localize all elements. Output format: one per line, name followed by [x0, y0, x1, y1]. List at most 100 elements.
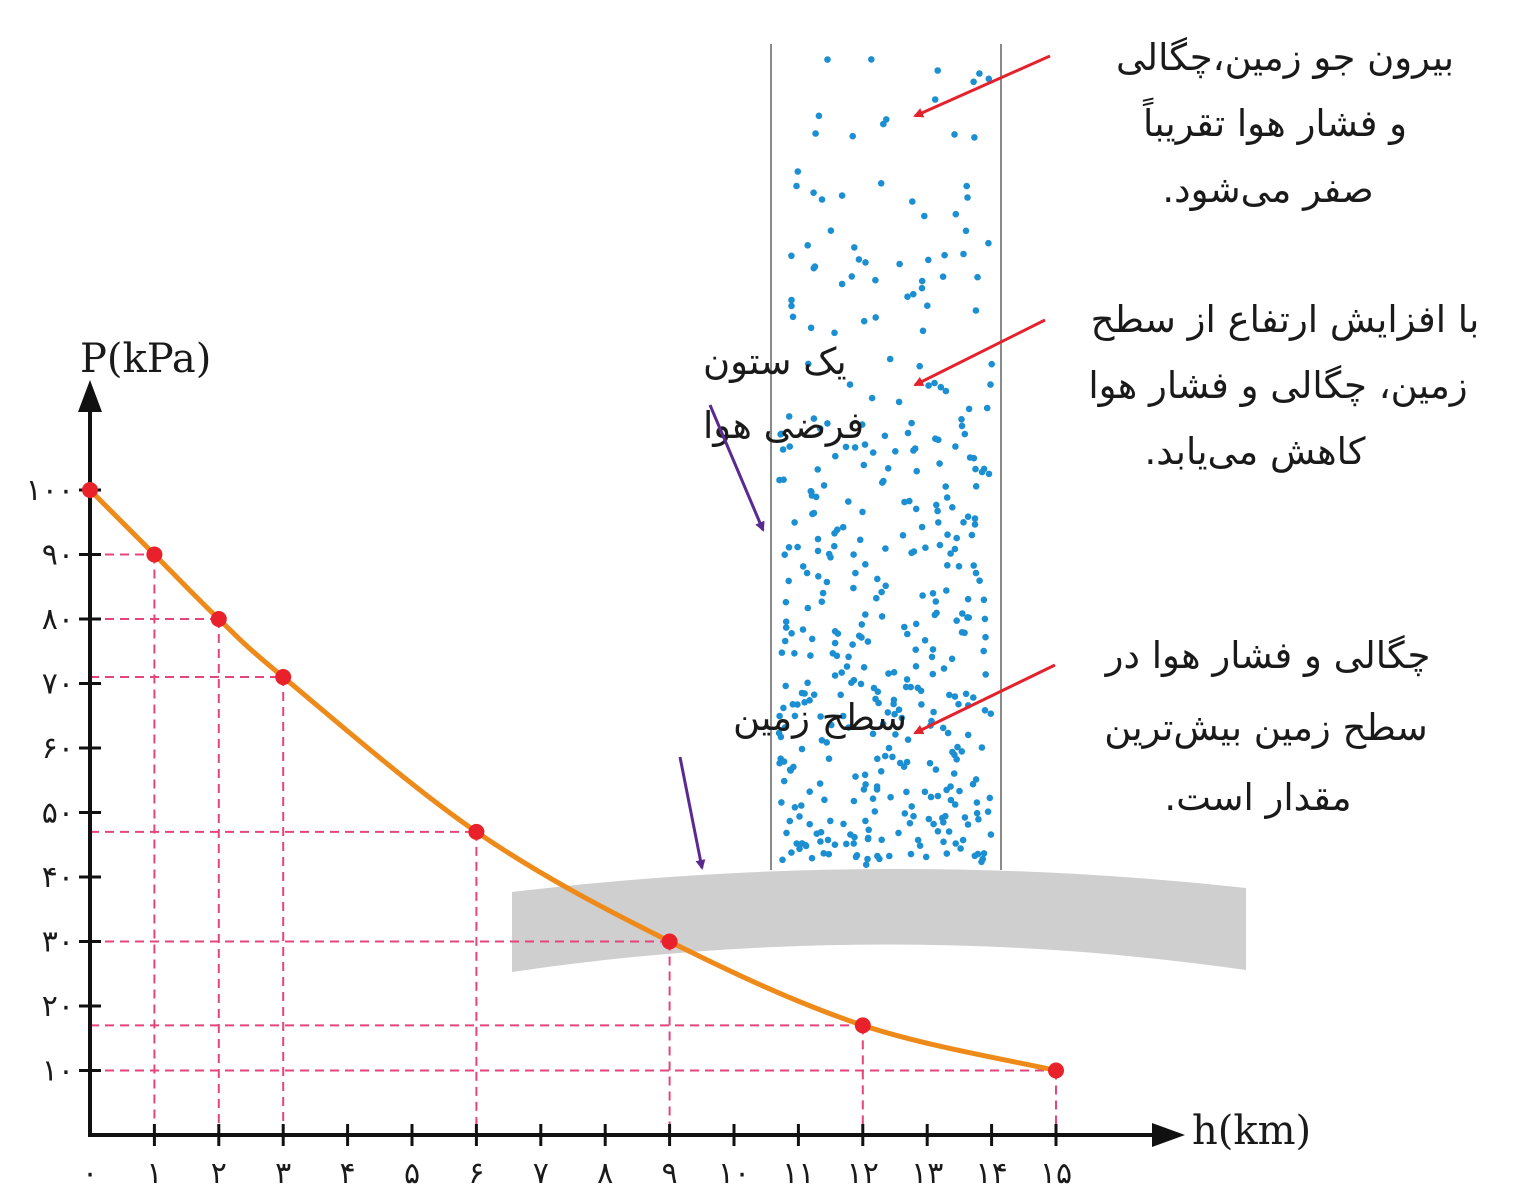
- air-particle: [884, 709, 892, 716]
- air-particle: [852, 569, 859, 577]
- air-particle: [810, 415, 818, 422]
- air-particle: [971, 515, 979, 522]
- air-particle: [971, 134, 978, 141]
- air-particle: [904, 429, 912, 437]
- air-particle: [970, 562, 977, 569]
- air-particle: [908, 549, 915, 557]
- air-particle: [839, 712, 847, 720]
- pointer-arrows: [678, 54, 1056, 870]
- annotation-bottom-line-3: مقدار است.: [1164, 776, 1351, 819]
- air-particle: [805, 360, 812, 368]
- air-particle: [862, 561, 869, 568]
- annotation-middle: با افزایش ارتفاع از سطح زمین، چگالی و فش…: [1088, 298, 1479, 473]
- air-particle: [864, 855, 871, 863]
- air-particle: [869, 795, 877, 802]
- x-tick-label: ۸: [597, 1156, 613, 1188]
- air-particle: [955, 563, 963, 570]
- air-particle: [919, 327, 927, 335]
- air-particle: [778, 649, 786, 656]
- air-particle: [918, 701, 925, 708]
- x-tick-label: ۱۱: [782, 1156, 814, 1188]
- air-particle: [817, 713, 824, 720]
- air-particle: [845, 724, 852, 731]
- x-tick-label: ۵: [404, 1156, 420, 1188]
- air-particle: [869, 449, 877, 456]
- air-particle: [926, 759, 934, 767]
- air-particle: [815, 112, 823, 120]
- x-tick-label: ۲: [211, 1156, 227, 1188]
- air-particle: [810, 691, 818, 698]
- air-particle: [929, 646, 937, 653]
- air-particle: [960, 519, 967, 526]
- air-particle: [965, 405, 973, 413]
- data-point: [468, 823, 485, 840]
- air-particle: [869, 730, 877, 738]
- air-particle: [831, 639, 839, 647]
- air-particle: [931, 379, 938, 387]
- air-particle: [887, 793, 894, 801]
- air-particle: [791, 519, 798, 526]
- data-point: [854, 1017, 871, 1034]
- air-particle: [873, 783, 881, 790]
- air-particle: [848, 273, 856, 280]
- air-particle: [936, 541, 944, 549]
- air-particle: [942, 387, 950, 395]
- air-particle: [960, 250, 967, 258]
- air-particle: [927, 793, 935, 801]
- air-particle: [850, 797, 858, 805]
- air-particle: [981, 615, 989, 623]
- data-point: [661, 933, 678, 950]
- air-particle: [831, 542, 838, 550]
- air-particle: [972, 465, 979, 473]
- air-particle: [901, 810, 909, 817]
- air-particle: [913, 467, 920, 475]
- air-particle: [975, 816, 982, 823]
- air-particle: [859, 508, 866, 516]
- air-particle: [806, 788, 813, 795]
- air-particle: [780, 758, 788, 765]
- annotation-middle-line-2: زمین، چگالی و فشار هوا: [1088, 364, 1467, 407]
- x-tick-label: ۱۰: [718, 1156, 750, 1188]
- air-particle: [788, 849, 795, 856]
- air-particle: [942, 483, 949, 490]
- air-particle: [908, 803, 915, 810]
- air-particle: [804, 679, 811, 687]
- air-particle: [970, 78, 977, 86]
- air-particle: [802, 842, 810, 850]
- air-particle: [904, 293, 911, 301]
- air-particle: [976, 577, 983, 584]
- air-particle: [848, 679, 855, 686]
- air-particle: [985, 239, 992, 247]
- y-tick-label: ۶۰: [42, 731, 74, 766]
- air-particle: [916, 362, 923, 370]
- air-particle: [956, 787, 963, 795]
- air-particle: [947, 783, 954, 790]
- air-particle: [933, 501, 940, 509]
- air-particle: [930, 708, 937, 716]
- air-particle: [906, 819, 914, 827]
- air-particle: [857, 680, 865, 688]
- air-particle: [851, 244, 858, 251]
- air-particle: [791, 712, 799, 720]
- air-particle: [827, 227, 835, 234]
- air-particle: [820, 482, 828, 489]
- air-particle: [909, 198, 916, 205]
- air-particle: [882, 545, 889, 552]
- air-particle: [910, 812, 917, 820]
- air-particle: [860, 461, 868, 469]
- air-particle: [955, 700, 962, 708]
- air-particle: [934, 67, 941, 74]
- air-particle: [973, 809, 981, 817]
- air-particle: [952, 443, 959, 450]
- air-particle: [895, 398, 903, 406]
- annotation-column: یک ستون فرضی هوا: [703, 340, 864, 447]
- air-particle: [840, 820, 847, 828]
- pressure-curve: [88, 488, 1057, 1073]
- annotation-bottom: چگالی و فشار هوا در سطح زمین بیش‌ترین مق…: [1104, 634, 1431, 819]
- air-particle: [874, 755, 881, 763]
- air-particle: [950, 770, 958, 777]
- air-particle: [918, 277, 926, 285]
- air-particle: [958, 416, 965, 423]
- air-particle: [892, 448, 899, 455]
